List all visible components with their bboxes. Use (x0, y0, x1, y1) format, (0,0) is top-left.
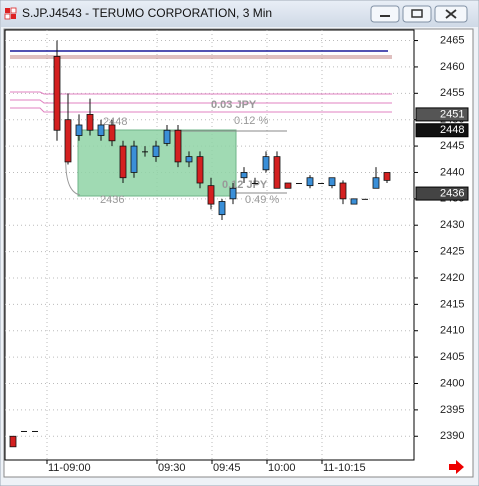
candle-body (53, 55, 61, 131)
candles (9, 40, 391, 448)
candle-body (196, 156, 204, 184)
app-icon (4, 7, 17, 20)
y-tick-label: 2425 (440, 246, 464, 258)
candle-body (328, 177, 336, 187)
x-tick-label: 09:45 (213, 462, 241, 474)
candle-body (229, 187, 237, 200)
annotation: 2436 (100, 194, 124, 206)
maximize-button[interactable] (402, 5, 432, 23)
candle-body (284, 182, 292, 189)
minimize-button[interactable] (370, 5, 400, 23)
candle-body (240, 172, 248, 179)
candle-body (372, 177, 380, 189)
candle-body (9, 435, 17, 448)
range-box (77, 129, 237, 197)
candle-body (262, 156, 270, 171)
candle-body (383, 172, 391, 181)
candle-body (218, 201, 226, 216)
y-tick-label: 2440 (440, 166, 464, 178)
x-tick-label: 11-09:00 (48, 462, 91, 474)
candle-body (296, 183, 302, 185)
candle-body (350, 198, 358, 205)
axes: 2390239524002405241024152420242524302435… (46, 34, 469, 474)
y-tick-label: 2445 (440, 140, 464, 152)
y-tick-label: 2395 (440, 404, 464, 416)
y-tick-label: 2410 (440, 325, 464, 337)
y-tick-label: 2430 (440, 219, 464, 231)
overlay-lines (10, 50, 392, 113)
price-label-box (415, 186, 469, 201)
annotation: 0.03 JPY (211, 99, 257, 111)
candle-body (163, 129, 171, 144)
window-title: S.JP.J4543 - TERUMO CORPORATION, 3 Min (22, 6, 272, 20)
candle-body (152, 145, 160, 158)
candle-body (252, 183, 258, 185)
price-label: 2451 (440, 108, 464, 120)
candle-body (108, 124, 116, 142)
plot-area (4, 29, 415, 461)
y-tick-label: 2465 (440, 34, 464, 46)
candle-body (97, 124, 105, 136)
annotation: 0.49 % (245, 194, 279, 206)
candle-body (142, 151, 148, 153)
candle-body (174, 129, 182, 163)
price-label: 2448 (440, 124, 464, 136)
annotation: 0.12 % (234, 115, 268, 127)
candle-body (32, 430, 38, 432)
y-tick-label: 2455 (440, 87, 464, 99)
candle-body (318, 183, 324, 185)
annotation: 0.12 JPY (222, 179, 268, 191)
candle-body (362, 198, 368, 200)
y-tick-label: 2400 (440, 377, 464, 389)
y-tick-label: 2415 (440, 298, 464, 310)
candle-body (64, 119, 72, 163)
price-label-box (415, 123, 469, 138)
candle-body (21, 430, 27, 432)
candle-body (207, 185, 215, 205)
candle-body (185, 156, 193, 163)
candle-body (273, 156, 281, 189)
candle-body (75, 124, 83, 136)
y-tick-label: 2390 (440, 430, 464, 442)
price-label: 2436 (440, 187, 464, 199)
candle-body (86, 114, 94, 131)
price-label-box (415, 107, 469, 122)
candle-body (130, 145, 138, 173)
y-tick-label: 2405 (440, 351, 464, 363)
candle-body (339, 182, 347, 200)
x-tick-label: 09:30 (158, 462, 186, 474)
x-tick-label: 11-10:15 (323, 462, 366, 474)
scroll-arrow[interactable] (449, 460, 464, 474)
candle-body (306, 177, 314, 187)
y-tick-label: 2460 (440, 61, 464, 73)
candle-body (119, 145, 127, 179)
close-button[interactable] (434, 5, 468, 23)
y-tick-label: 2420 (440, 272, 464, 284)
x-tick-label: 10:00 (268, 462, 296, 474)
